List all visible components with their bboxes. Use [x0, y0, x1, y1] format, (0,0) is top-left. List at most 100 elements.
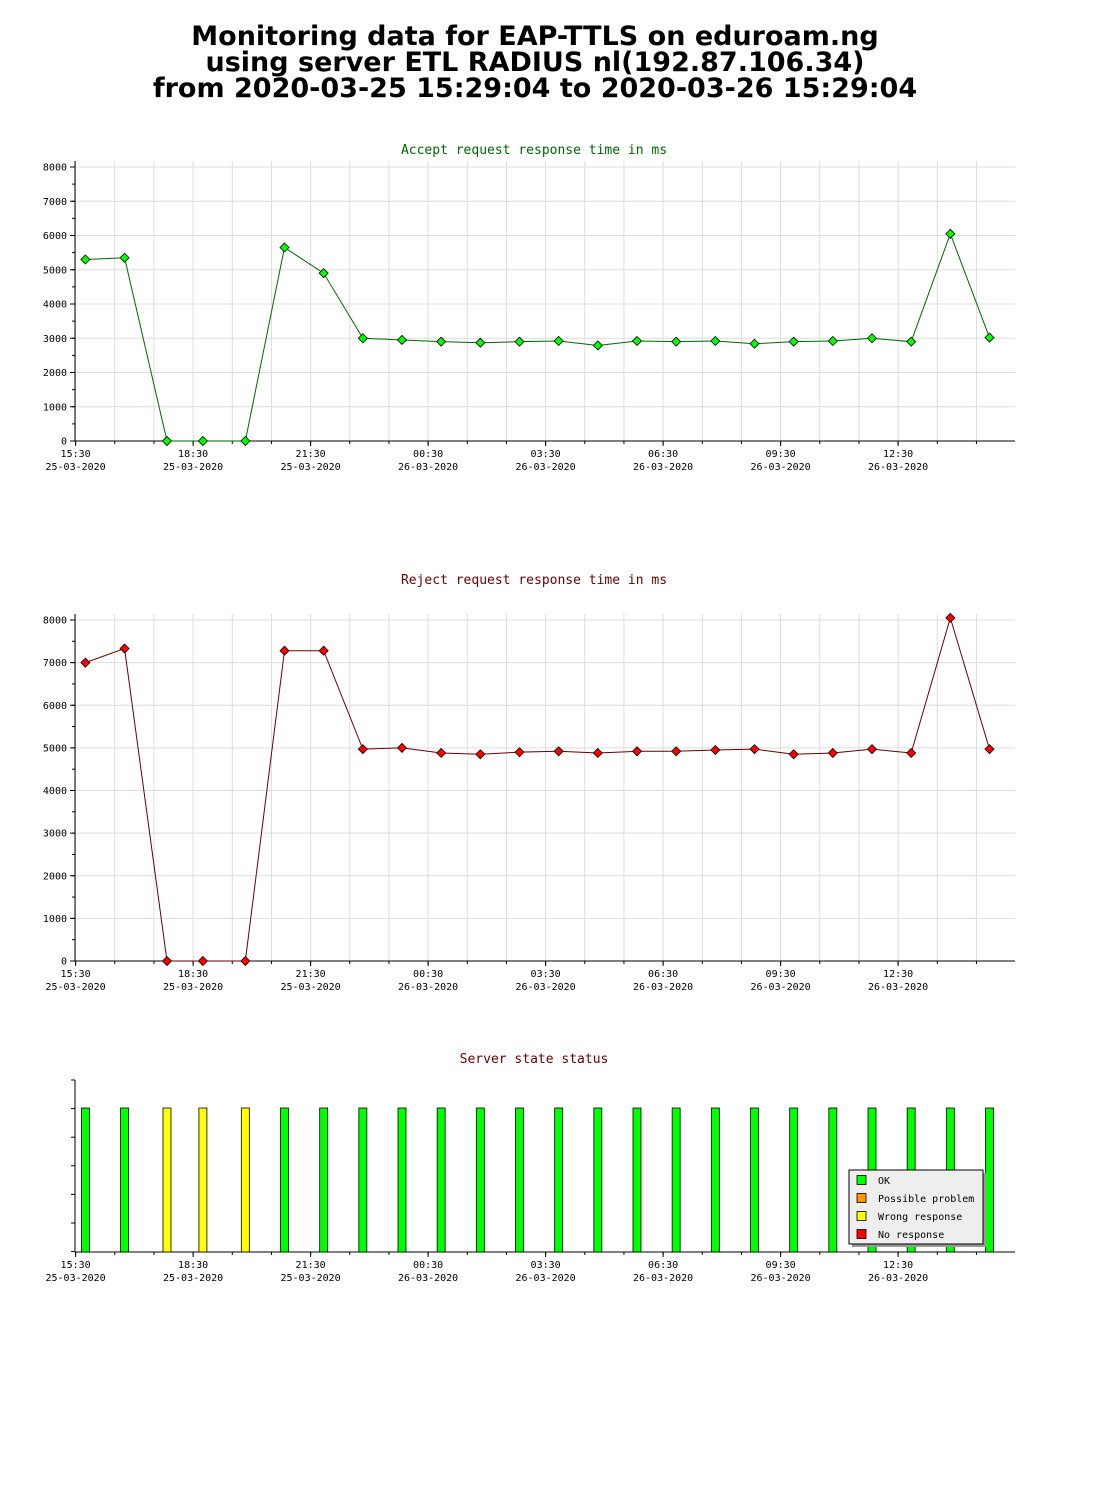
title-line-1: Monitoring data for EAP-TTLS on eduroam.…	[191, 21, 879, 52]
status-bar	[240, 1107, 250, 1253]
accept-xtick-time: 12:30	[883, 449, 913, 460]
legend-swatch-possible	[856, 1193, 867, 1203]
reject-data-point	[119, 643, 130, 654]
server-state-chart: Server state status 15:30 25-03-2020 18:30 2…	[45, 1052, 1015, 1284]
status-bar	[475, 1107, 485, 1253]
legend-swatch-none	[856, 1229, 867, 1239]
reject-xtick-time: 15:30	[61, 969, 91, 980]
reject-xtick-date: 25-03-2020	[45, 982, 105, 993]
reject-data-point	[240, 955, 251, 967]
reject-ytick-label: 2000	[43, 871, 67, 882]
status-bar	[593, 1107, 603, 1253]
accept-data-point	[906, 336, 917, 347]
accept-data-point	[436, 336, 447, 347]
accept-ytick-label: 3000	[43, 334, 67, 345]
accept-data-point	[749, 338, 760, 349]
accept-title: Accept request response time in ms	[401, 143, 667, 158]
status-xtick-time: 18:30	[178, 1260, 208, 1271]
accept-data-point	[240, 435, 251, 447]
accept-data-point	[553, 335, 564, 347]
reject-ytick-label: 6000	[43, 701, 67, 712]
legend-label-possible: Possible problem	[878, 1194, 974, 1205]
accept-ytick-label: 7000	[43, 197, 67, 208]
accept-data-point	[592, 340, 603, 351]
accept-data-point	[197, 435, 208, 447]
accept-ytick-label: 5000	[43, 265, 67, 276]
accept-data-point	[788, 336, 799, 347]
accept-data-point	[710, 335, 721, 347]
accept-xtick-date: 26-03-2020	[633, 462, 693, 473]
status-xtick-date: 26-03-2020	[868, 1273, 928, 1284]
accept-xtick-date: 26-03-2020	[750, 462, 810, 473]
accept-data-point	[945, 228, 956, 239]
reject-xtick-date: 26-03-2020	[868, 982, 928, 993]
legend-swatch-wrong	[856, 1211, 867, 1221]
status-title: Server state status	[460, 1052, 609, 1067]
status-bar	[358, 1107, 368, 1253]
status-bar	[710, 1107, 720, 1253]
reject-data-point	[827, 747, 838, 759]
status-bar	[828, 1107, 838, 1253]
status-bar	[985, 1107, 994, 1253]
status-bar	[671, 1107, 681, 1253]
accept-ytick-label: 8000	[43, 163, 67, 174]
accept-data-point	[279, 242, 290, 253]
accept-data-point	[984, 332, 995, 343]
accept-response-chart: Accept request response time in ms 0 1000 2…	[43, 143, 1015, 473]
status-xtick-time: 09:30	[766, 1260, 796, 1271]
reject-xtick-date: 26-03-2020	[398, 982, 458, 993]
accept-xtick-date: 26-03-2020	[868, 462, 928, 473]
reject-xtick-time: 00:30	[413, 969, 443, 980]
accept-xtick-time: 03:30	[531, 449, 561, 460]
accept-data-point	[514, 336, 525, 347]
status-xtick-time: 21:30	[296, 1260, 326, 1271]
accept-data-point	[119, 252, 130, 263]
status-bar	[397, 1107, 407, 1253]
reject-data-point	[279, 645, 290, 656]
reject-data-point	[318, 645, 329, 656]
status-bar	[436, 1107, 446, 1253]
status-xtick-date: 25-03-2020	[45, 1273, 105, 1284]
reject-data-point	[671, 746, 682, 757]
accept-data-point	[866, 333, 878, 344]
accept-xtick-time: 09:30	[766, 449, 796, 460]
accept-xtick-date: 26-03-2020	[398, 462, 458, 473]
reject-xtick-date: 26-03-2020	[515, 982, 575, 993]
reject-data-point	[788, 749, 799, 760]
status-xtick-date: 26-03-2020	[750, 1273, 810, 1284]
accept-xtick-time: 06:30	[648, 449, 678, 460]
accept-xtick-date: 25-03-2020	[163, 462, 223, 473]
status-bar	[319, 1107, 329, 1253]
accept-xtick-time: 21:30	[296, 449, 326, 460]
status-xtick-date: 26-03-2020	[633, 1273, 693, 1284]
reject-ytick-label: 3000	[43, 829, 67, 840]
reject-data-point	[553, 746, 564, 757]
reject-response-chart: Reject request response time in ms 0 1000 2…	[43, 573, 1015, 993]
legend-box	[848, 1169, 984, 1245]
reject-xtick-time: 09:30	[766, 969, 796, 980]
status-xtick-date: 25-03-2020	[280, 1273, 340, 1284]
reject-data-point	[710, 744, 721, 756]
reject-xtick-time: 03:30	[531, 969, 561, 980]
legend-label-ok: OK	[878, 1176, 890, 1187]
reject-data-point	[197, 955, 208, 967]
status-xtick-time: 12:30	[883, 1260, 913, 1271]
reject-data-point	[631, 746, 643, 757]
reject-data-point	[866, 744, 878, 755]
accept-ytick-label: 0	[61, 437, 67, 448]
status-bar	[789, 1107, 799, 1253]
status-xtick-time: 15:30	[61, 1260, 91, 1271]
status-xtick-time: 06:30	[648, 1260, 678, 1271]
reject-data-point	[592, 747, 603, 759]
accept-xtick-time: 15:30	[61, 449, 91, 460]
accept-ytick-label: 1000	[43, 402, 67, 413]
status-bar	[515, 1107, 524, 1253]
reject-data-point	[984, 744, 995, 755]
status-xtick-time: 03:30	[531, 1260, 561, 1271]
accept-ytick-label: 4000	[43, 300, 67, 311]
reject-data-point	[80, 657, 91, 668]
page-title: Monitoring data for EAP-TTLS on eduroam.…	[0, 21, 1070, 102]
legend-label-wrong: Wrong response	[878, 1212, 962, 1223]
status-bar	[120, 1107, 129, 1253]
reject-ytick-label: 4000	[43, 786, 67, 797]
